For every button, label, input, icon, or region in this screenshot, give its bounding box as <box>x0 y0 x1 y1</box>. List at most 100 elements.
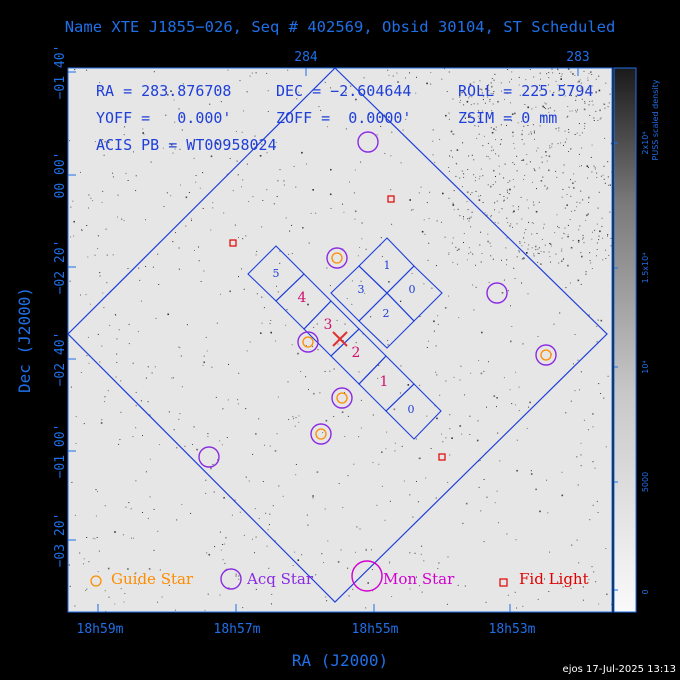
star-dot <box>358 371 360 373</box>
star-dot <box>104 401 106 403</box>
star-dot <box>99 82 101 84</box>
star-dot <box>74 514 76 516</box>
star-dot <box>484 102 486 104</box>
star-dot <box>452 156 453 158</box>
star-dot <box>512 131 514 134</box>
star-dot <box>580 190 582 192</box>
star-dot <box>409 588 411 590</box>
star-dot <box>372 462 374 463</box>
star-dot <box>418 458 420 460</box>
star-dot <box>70 386 72 388</box>
star-dot <box>446 603 448 605</box>
star-dot <box>424 233 426 235</box>
star-dot <box>584 102 586 104</box>
mon-star-legend-icon <box>351 560 383 592</box>
star-dot <box>416 481 417 482</box>
star-dot <box>539 72 541 74</box>
star-dot <box>452 133 454 135</box>
star-dot <box>506 189 508 191</box>
star-dot <box>488 89 490 91</box>
star-dot <box>229 158 231 159</box>
star-dot <box>467 218 468 220</box>
star-dot <box>226 173 228 175</box>
star-dot <box>353 192 355 194</box>
star-dot <box>589 260 591 262</box>
star-dot <box>456 163 458 165</box>
star-dot <box>320 109 322 111</box>
star-dot <box>342 203 343 205</box>
star-dot <box>601 217 603 219</box>
star-dot <box>184 445 186 447</box>
star-dot <box>116 362 118 363</box>
star-dot <box>69 280 71 282</box>
star-dot <box>192 444 193 445</box>
star-dot <box>384 114 386 116</box>
star-dot <box>578 123 580 125</box>
star-dot <box>453 190 455 192</box>
star-dot <box>165 114 167 116</box>
star-dot <box>363 77 365 79</box>
star-dot <box>427 340 429 342</box>
star-dot <box>468 155 470 157</box>
star-dot <box>497 100 499 103</box>
star-dot <box>504 163 506 165</box>
star-dot <box>298 91 300 93</box>
star-dot <box>493 91 495 93</box>
star-dot <box>547 512 549 514</box>
star-dot <box>568 151 570 152</box>
star-dot <box>527 106 529 109</box>
star-dot <box>575 95 578 98</box>
star-dot <box>241 131 243 133</box>
star-dot <box>505 116 507 118</box>
star-dot <box>531 108 533 110</box>
star-dot <box>595 78 597 80</box>
star-dot <box>173 99 175 101</box>
star-dot <box>486 496 488 498</box>
star-dot <box>122 534 124 536</box>
star-dot <box>85 294 87 296</box>
star-dot <box>570 148 572 150</box>
star-dot <box>343 211 345 213</box>
star-dot <box>558 90 560 92</box>
star-dot <box>242 238 244 240</box>
star-dot <box>318 106 320 108</box>
star-dot <box>426 347 428 348</box>
star-dot <box>494 502 496 504</box>
star-dot <box>69 140 70 142</box>
star-dot <box>198 260 200 262</box>
star-dot <box>539 125 541 127</box>
star-dot <box>475 176 477 178</box>
star-dot <box>592 231 594 233</box>
star-dot <box>549 243 551 244</box>
fid-lights <box>229 195 446 461</box>
star-dot <box>604 107 606 109</box>
star-dot <box>575 99 577 101</box>
star-dot <box>573 173 575 175</box>
star-dot <box>327 540 329 542</box>
star-dot <box>506 217 508 219</box>
star-dot <box>285 324 287 326</box>
star-dot <box>567 106 569 108</box>
star-dot <box>487 142 489 144</box>
star-dot <box>469 96 471 98</box>
star-dot <box>468 253 470 255</box>
star-dot <box>490 185 492 188</box>
ccd-label: 0 <box>408 403 415 416</box>
star-dot <box>279 117 281 119</box>
star-dot <box>276 196 278 197</box>
star-dot <box>212 207 214 209</box>
star-dot <box>234 224 236 226</box>
star-dot <box>215 142 218 144</box>
star-dot <box>97 248 99 250</box>
star-dot <box>470 372 472 374</box>
star-dot <box>583 70 585 72</box>
star-dot <box>580 87 582 89</box>
star-dot <box>544 102 546 104</box>
star-dot <box>211 366 213 368</box>
star-dot <box>587 213 589 215</box>
star-dot <box>575 111 577 113</box>
star-dot <box>178 108 180 110</box>
colorbar-tick-label: 5000 <box>641 472 650 492</box>
star-dot <box>461 186 463 188</box>
star-dot <box>262 200 264 201</box>
